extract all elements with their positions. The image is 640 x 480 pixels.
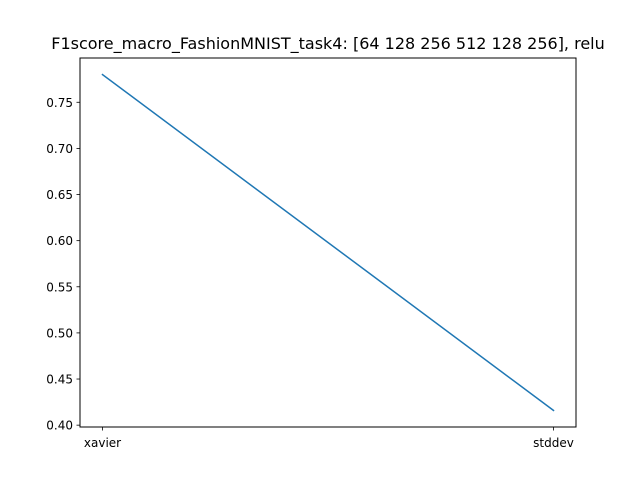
y-tick-label: 0.55 [46,280,73,294]
series-layer [101,73,555,412]
chart-title: F1score_macro_FashionMNIST_task4: [64 12… [51,34,605,54]
y-tick-label: 0.50 [46,326,73,340]
series-line [101,73,555,412]
y-tick-label: 0.40 [46,419,73,433]
y-axis: 0.40 0.45 0.50 0.55 0.60 0.65 0.70 0.75 [46,96,80,433]
y-tick-label: 0.70 [46,142,73,156]
y-tick-label: 0.45 [46,373,73,387]
x-tick-label: xavier [84,436,121,450]
y-tick-label: 0.60 [46,234,73,248]
x-axis: xavier stddev [84,427,574,450]
plot-frame [79,57,577,428]
x-tick-label: stddev [533,436,574,450]
y-tick-label: 0.65 [46,188,73,202]
y-tick-label: 0.75 [46,96,73,110]
